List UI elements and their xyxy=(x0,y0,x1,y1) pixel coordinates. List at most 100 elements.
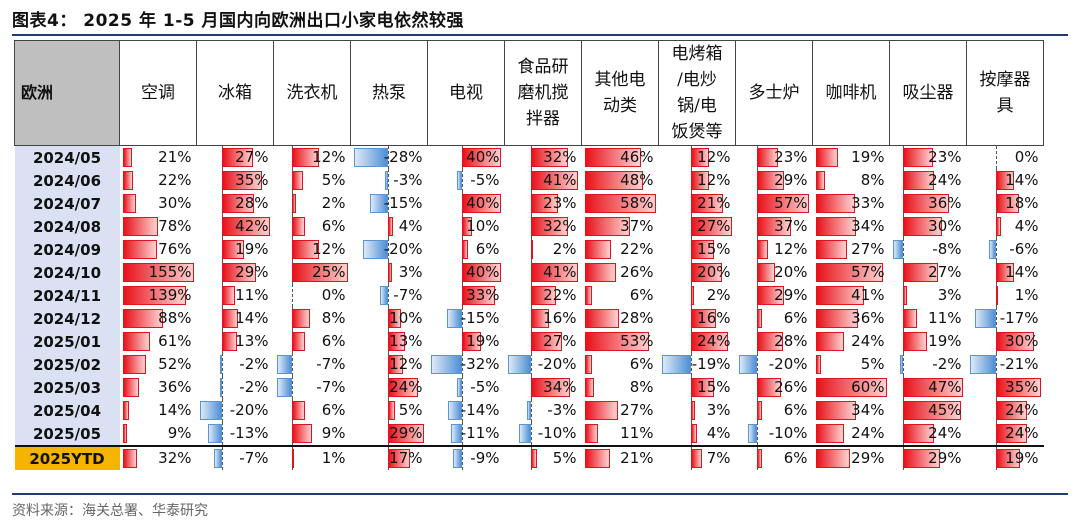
table-cell: 19% xyxy=(428,330,505,353)
data-bar xyxy=(430,355,463,374)
table-row: 2025/01 61% 13% 6% 13% 19% 27% 53% 24% 28% 24% 19% 3… xyxy=(14,330,1044,353)
table-cell: 29% xyxy=(351,422,428,446)
table-cell: -10% xyxy=(736,422,813,446)
cell-value: 16% xyxy=(697,309,731,327)
cell-value: -20% xyxy=(537,355,577,373)
cell-value: 32% xyxy=(158,449,192,467)
table-cell: 139% xyxy=(120,284,197,307)
bar-axis xyxy=(388,146,390,169)
data-bar xyxy=(220,355,223,374)
table-cell: 16% xyxy=(505,307,582,330)
bar-axis xyxy=(222,353,224,376)
column-header-line: /电炒 xyxy=(677,70,717,90)
cell-value: 12% xyxy=(774,240,808,258)
cell-value: 6% xyxy=(783,449,808,467)
table-cell: 12% xyxy=(736,238,813,261)
cell-value: 27% xyxy=(851,240,885,258)
table-cell: 1% xyxy=(967,284,1044,307)
cell-value: 5% xyxy=(398,401,423,419)
cell-value: 21% xyxy=(158,148,192,166)
table-cell: 24% xyxy=(890,422,967,446)
table-cell: 32% xyxy=(505,215,582,238)
cell-value: 6% xyxy=(321,401,346,419)
cell-value: 1% xyxy=(321,449,346,467)
table-cell: 4% xyxy=(967,215,1044,238)
data-bar xyxy=(756,449,763,468)
data-bar xyxy=(690,332,728,351)
data-bar xyxy=(584,309,619,328)
data-bar xyxy=(756,240,768,259)
table-cell: 27% xyxy=(197,146,274,169)
table-cell: 37% xyxy=(736,215,813,238)
data-bar xyxy=(530,194,558,213)
table-cell: -2% xyxy=(197,376,274,399)
bar-axis xyxy=(690,353,692,376)
bar-axis xyxy=(756,422,758,445)
row-label: 2025/03 xyxy=(14,376,120,399)
cell-value: 29% xyxy=(389,424,423,442)
data-bar xyxy=(122,240,158,259)
data-bar xyxy=(292,217,306,236)
data-bar xyxy=(815,148,838,167)
cell-value: -19% xyxy=(691,355,731,373)
data-bar xyxy=(690,424,697,443)
data-bar xyxy=(969,355,997,374)
column-header-line: 动类 xyxy=(603,96,637,116)
cell-value: -8% xyxy=(932,240,962,258)
table-cell: 23% xyxy=(736,146,813,169)
column-header-line: 热泵 xyxy=(372,83,406,103)
export-table: 欧洲 空调 冰箱 洗衣机 热泵 电视 食品研 磨机搅 拌器 其他电 动类 电烤箱/电炒 锅/电 饭煲等多… xyxy=(14,40,1044,470)
cell-value: 9% xyxy=(167,424,192,442)
data-bar xyxy=(815,424,844,443)
cell-value: 28% xyxy=(620,309,654,327)
table-cell: 13% xyxy=(351,330,428,353)
cell-value: 0% xyxy=(321,286,346,304)
table-cell: 14% xyxy=(967,261,1044,284)
column-header-line: 拌器 xyxy=(526,109,560,129)
table-cell: 29% xyxy=(736,284,813,307)
cell-value: -21% xyxy=(999,355,1039,373)
cell-value: 27% xyxy=(235,148,269,166)
cell-value: 15% xyxy=(697,378,731,396)
cell-value: 26% xyxy=(620,263,654,281)
data-bar xyxy=(369,194,389,213)
data-bar xyxy=(584,424,598,443)
cell-value: 22% xyxy=(620,240,654,258)
table-cell: 12% xyxy=(659,146,736,169)
data-bar xyxy=(379,286,389,305)
cell-value: 5% xyxy=(321,171,346,189)
data-bar xyxy=(756,263,776,282)
cell-value: 12% xyxy=(312,240,346,258)
cell-value: 29% xyxy=(235,263,269,281)
cell-value: 5% xyxy=(860,355,885,373)
column-header-line: 空调 xyxy=(141,83,175,103)
table-cell: -9% xyxy=(427,445,505,470)
data-bar xyxy=(122,263,194,282)
row-label: 2025/01 xyxy=(14,330,120,353)
table-cell: 36% xyxy=(813,307,890,330)
data-bar xyxy=(292,449,295,468)
data-bar xyxy=(815,355,822,374)
cell-value: 57% xyxy=(774,194,808,212)
data-bar xyxy=(388,401,395,420)
table-cell: 20% xyxy=(659,261,736,284)
cell-value: 35% xyxy=(235,171,269,189)
cell-value: 3% xyxy=(706,401,731,419)
table-row: 2024/11 139% 11% 0% -7% 33% 22% 6% 2% 29% 41% 3% 1% xyxy=(14,284,1044,307)
table-cell: 33% xyxy=(428,284,505,307)
data-bar xyxy=(584,171,644,190)
table-cell: 10% xyxy=(428,215,505,238)
table-cell: 34% xyxy=(505,376,582,399)
cell-value: 27% xyxy=(620,401,654,419)
cell-value: 8% xyxy=(321,309,346,327)
data-bar xyxy=(530,332,563,351)
data-bar xyxy=(207,424,223,443)
table-cell: 155% xyxy=(120,261,197,284)
bar-axis xyxy=(292,284,294,307)
data-bar xyxy=(122,449,138,468)
data-bar xyxy=(122,171,133,190)
table-cell: -5% xyxy=(428,169,505,192)
table-row: 2024/09 76% 19% 12% -20% 6% 2% 22% 15% 12% 27% -8% -… xyxy=(14,238,1044,261)
cell-value: 21% xyxy=(620,449,654,467)
cell-value: -15% xyxy=(383,194,423,212)
